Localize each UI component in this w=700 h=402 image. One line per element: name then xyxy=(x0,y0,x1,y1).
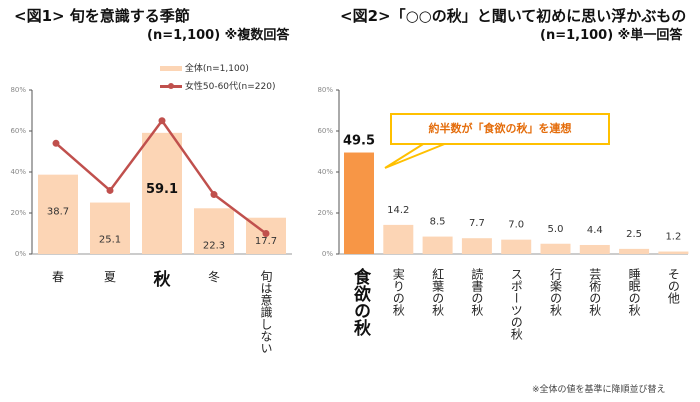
x-category-label: 読書の秋 xyxy=(469,268,484,316)
y-tick-label: 40% xyxy=(10,168,26,176)
x-category-label: 芸術の秋 xyxy=(587,268,602,316)
bar-value-label: 17.7 xyxy=(255,236,277,247)
y-tick-label: 60% xyxy=(317,127,333,135)
x-category-label: 夏 xyxy=(103,270,116,284)
legend-swatch-line xyxy=(160,83,182,89)
x-category-label: その他 xyxy=(666,268,681,304)
bar-value-label: 38.7 xyxy=(47,207,69,218)
bar-value-label: 14.2 xyxy=(387,205,409,216)
x-category-label: 紅葉の秋 xyxy=(430,268,445,316)
y-tick-label: 20% xyxy=(10,209,26,217)
bar-total xyxy=(90,202,130,254)
callout-box: 約半数が「食欲の秋」を連想 xyxy=(390,113,610,145)
chart1-title: <図1> 旬を意識する季節 xyxy=(14,7,190,25)
bar xyxy=(422,236,453,254)
bar-value-label: 4.4 xyxy=(587,225,603,236)
chart1-subtitle: (n=1,100) ※複数回答 xyxy=(147,28,290,43)
x-category-label: 冬 xyxy=(207,270,220,284)
bar-value-label: 59.1 xyxy=(146,182,178,197)
x-category-label: 春 xyxy=(51,270,64,284)
y-tick-label: 0% xyxy=(15,250,26,258)
callout-text: 約半数が「食欲の秋」を連想 xyxy=(428,122,572,135)
x-category-label: 秋 xyxy=(153,270,171,290)
y-tick-label: 40% xyxy=(317,168,333,176)
callout-pointer xyxy=(384,140,453,169)
x-category-label: 食欲の秋 xyxy=(350,268,370,336)
bar-total xyxy=(38,174,78,254)
line-point xyxy=(210,191,218,199)
legend-swatch-bar xyxy=(160,66,182,71)
bar xyxy=(658,251,689,254)
bar-total xyxy=(194,208,234,254)
bar-value-label: 2.5 xyxy=(626,229,642,240)
bar xyxy=(579,244,610,254)
x-category-label: 睡眠の秋 xyxy=(627,268,642,316)
bar-value-label: 8.5 xyxy=(430,217,446,228)
bar-value-label: 49.5 xyxy=(343,134,375,149)
x-category-label: 旬は意識しない xyxy=(259,270,273,354)
legend-label-women: 女性50-60代(n=220) xyxy=(184,82,276,92)
chart2-subtitle: (n=1,100) ※単一回答 xyxy=(540,28,683,43)
y-tick-label: 80% xyxy=(317,86,333,94)
bar xyxy=(383,224,414,254)
chart2-footnote: ※全体の値を基準に降順並び替え xyxy=(532,385,666,395)
line-point xyxy=(262,230,270,237)
legend-label-total: 全体(n=1,100) xyxy=(184,64,249,74)
x-category-label: スポーツの秋 xyxy=(509,268,524,340)
bar xyxy=(540,243,571,254)
x-category-label: 実りの秋 xyxy=(391,268,406,316)
line-point xyxy=(52,139,60,147)
line-point xyxy=(106,186,114,194)
bar-highlight xyxy=(344,152,374,254)
y-tick-label: 80% xyxy=(10,86,26,94)
line-point xyxy=(158,117,166,125)
bar-total xyxy=(142,132,182,254)
y-tick-label: 0% xyxy=(322,250,333,258)
x-category-label: 行楽の秋 xyxy=(548,268,563,316)
bar-value-label: 7.7 xyxy=(469,218,485,229)
y-tick-label: 20% xyxy=(317,209,333,217)
chart2-title: <図2>「○○の秋」と聞いて初めに思い浮かぶもの xyxy=(340,7,687,25)
bar xyxy=(501,239,532,254)
bar-value-label: 1.2 xyxy=(665,232,681,243)
legend-item-total: 全体(n=1,100) xyxy=(160,61,249,74)
bar-value-label: 22.3 xyxy=(203,240,225,251)
bar-value-label: 5.0 xyxy=(548,224,564,235)
bar-value-label: 25.1 xyxy=(99,235,121,246)
bar xyxy=(461,238,492,254)
y-tick-label: 60% xyxy=(10,127,26,135)
bar xyxy=(619,248,650,254)
legend-item-women: 女性50-60代(n=220) xyxy=(160,79,275,92)
bar-value-label: 7.0 xyxy=(508,220,524,231)
